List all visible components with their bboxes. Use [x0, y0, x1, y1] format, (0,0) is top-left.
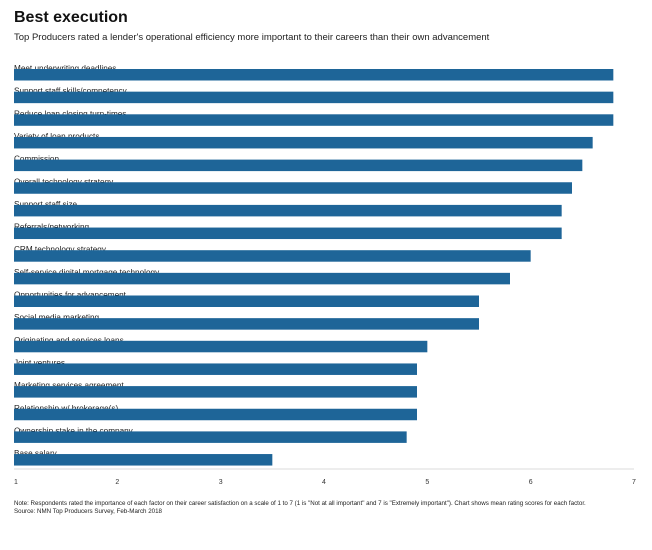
- category-label: Marketing services agreement: [14, 381, 124, 390]
- category-label: Reduce loan closing turn-times: [14, 109, 126, 118]
- category-label: Self-service digital mortgage technology: [14, 268, 160, 277]
- bar: [14, 272, 510, 285]
- x-tick-label: 1: [14, 479, 18, 486]
- category-label: Originating and services loans: [14, 336, 124, 345]
- bar: [14, 69, 614, 81]
- category-label: Commission: [14, 155, 59, 164]
- category-label: Ownership stake in the company: [14, 426, 134, 435]
- bar: [14, 250, 531, 262]
- category-label: Meet underwriting deadlines: [14, 64, 116, 73]
- chart-subtitle: Top Producers rated a lender's operation…: [14, 32, 490, 43]
- x-tick-label: 6: [529, 479, 533, 486]
- source-text: Source: NMN Top Producers Survey, Feb-Ma…: [14, 508, 162, 515]
- category-label: Opportunities for advancement: [14, 291, 127, 300]
- category-label: Referrals/networking: [14, 223, 90, 232]
- category-label: Support staff skills/competency: [14, 87, 128, 96]
- category-label: Joint ventures: [14, 358, 65, 367]
- category-label: Support staff size: [14, 200, 78, 209]
- bar: [14, 363, 417, 375]
- bar: [14, 204, 562, 217]
- bar: [14, 227, 562, 240]
- bar: [14, 386, 417, 398]
- category-label: Social media marketing: [14, 313, 100, 322]
- x-axis: 1 2 3 4 5 6 7: [14, 468, 636, 486]
- category-label: Relationship w/ brokerage(s): [14, 404, 118, 413]
- bar: [14, 136, 593, 149]
- x-tick-label: 5: [425, 479, 429, 486]
- x-tick-label: 4: [322, 479, 326, 486]
- bar: [14, 454, 273, 466]
- bar: [14, 340, 428, 353]
- chart-title: Best execution: [14, 9, 128, 26]
- category-label: CRM technology strategy: [14, 245, 107, 254]
- bar: [14, 91, 614, 104]
- bar: [14, 295, 479, 307]
- bar: [14, 114, 614, 126]
- bars-group: Meet underwriting deadlines Support staff…: [14, 64, 614, 466]
- x-tick-label: 3: [219, 479, 223, 486]
- bar: [14, 408, 417, 421]
- category-label: Overall technology strategy: [14, 177, 114, 186]
- bar: [14, 182, 572, 194]
- chart-notes: Note: Respondents rated the importance o…: [14, 500, 644, 516]
- bar: [14, 159, 583, 172]
- note-text: Note: Respondents rated the importance o…: [14, 500, 586, 507]
- x-tick-label: 2: [115, 479, 119, 486]
- bar: [14, 431, 407, 443]
- bar: [14, 318, 479, 330]
- category-label: Base salary: [14, 449, 58, 458]
- category-label: Variety of loan products: [14, 132, 99, 141]
- x-tick-label: 7: [632, 479, 636, 486]
